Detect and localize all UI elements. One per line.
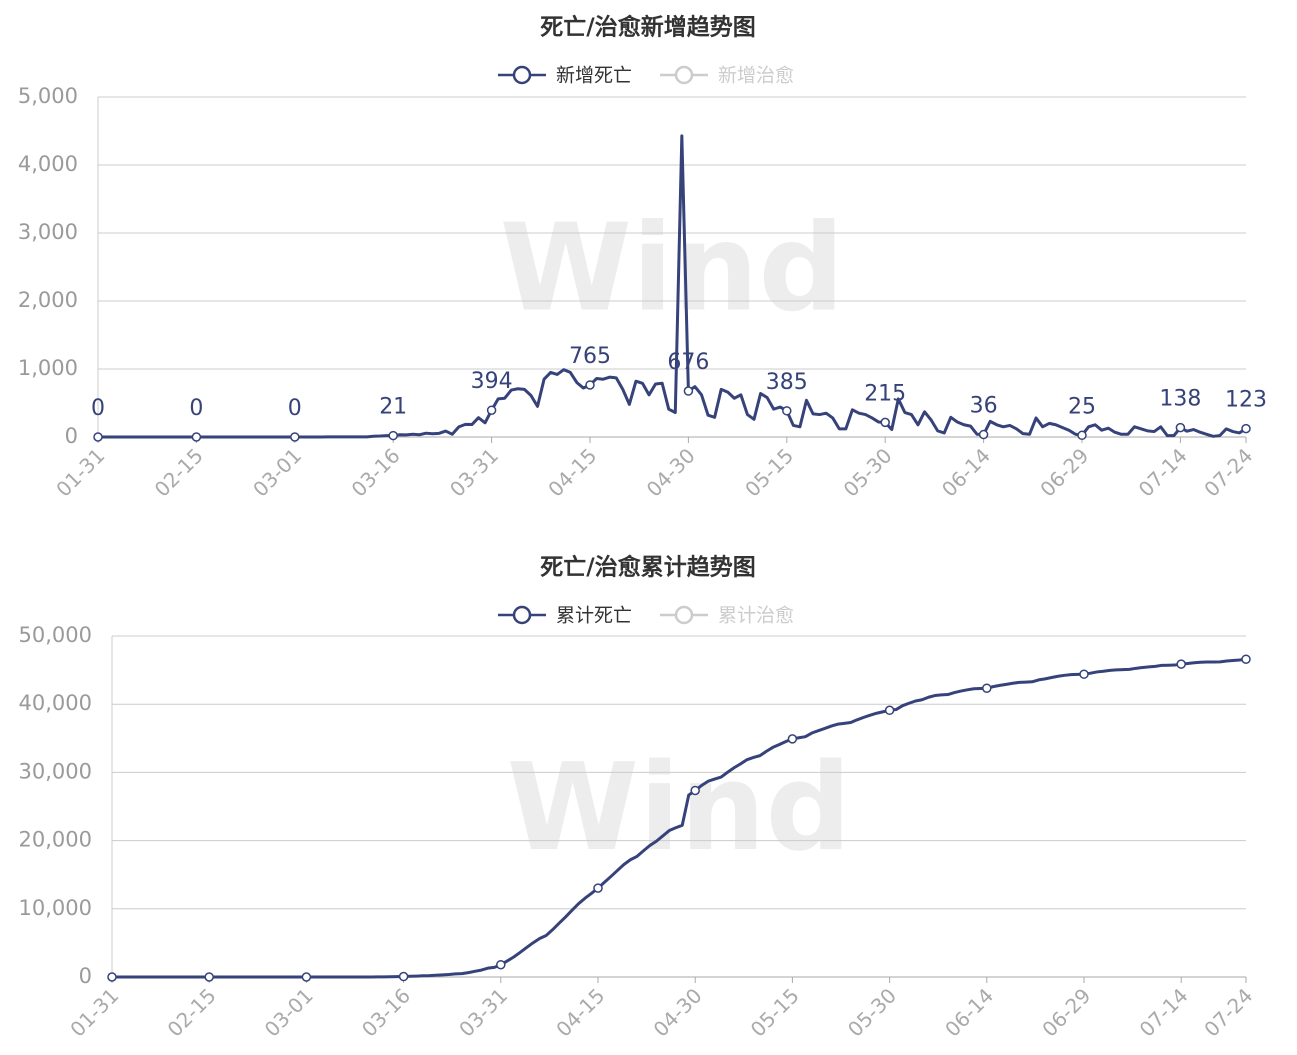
- x-tick-label: 02-15: [150, 443, 208, 501]
- x-tick-label: 06-29: [1035, 443, 1093, 501]
- x-tick-label: 06-14: [940, 983, 998, 1041]
- data-point: [301, 972, 312, 982]
- data-point: [683, 386, 694, 396]
- data-point: [191, 432, 202, 442]
- legend-item[interactable]: 新增死亡: [498, 65, 632, 87]
- x-tick-label: 06-29: [1037, 983, 1095, 1041]
- data-point: [388, 430, 398, 441]
- data-point: [787, 734, 798, 744]
- y-tick-label: 0: [65, 424, 78, 448]
- legend-item[interactable]: 累计死亡: [498, 605, 632, 627]
- y-tick-label: 30,000: [19, 759, 92, 783]
- x-tick-label: 03-31: [454, 983, 512, 1041]
- data-label: 0: [91, 396, 105, 421]
- y-tick-label: 50,000: [19, 623, 92, 647]
- data-label: 36: [970, 394, 998, 419]
- y-tick-label: 40,000: [19, 691, 92, 715]
- data-point: [290, 432, 300, 442]
- data-point: [1241, 423, 1251, 434]
- legend-label: 累计死亡: [556, 605, 632, 627]
- data-point: [1079, 669, 1089, 679]
- chart-title: 死亡/治愈新增趋势图: [540, 14, 755, 41]
- x-tick-label: 04-30: [642, 443, 700, 501]
- x-tick-label: 07-14: [1135, 983, 1193, 1041]
- chart-title: 死亡/治愈累计趋势图: [540, 554, 755, 581]
- y-tick-label: 1,000: [18, 356, 78, 380]
- data-point: [1176, 659, 1186, 669]
- legend-label: 新增治愈: [718, 65, 794, 87]
- data-point: [585, 380, 595, 390]
- x-tick-label: 01-31: [65, 983, 123, 1041]
- data-point: [1241, 654, 1251, 664]
- x-tick-label: 05-15: [740, 443, 798, 501]
- data-label: 394: [471, 369, 513, 394]
- x-tick-label: 04-30: [649, 983, 707, 1041]
- legend-label: 新增死亡: [556, 65, 632, 87]
- watermark: Wind: [507, 739, 852, 878]
- data-point: [690, 785, 700, 796]
- x-tick-label: 03-01: [260, 983, 318, 1041]
- x-tick-label: 02-15: [163, 983, 221, 1041]
- y-tick-label: 4,000: [18, 152, 78, 176]
- legend-marker: [674, 605, 694, 625]
- data-line: [112, 657, 1247, 979]
- data-point: [884, 705, 895, 716]
- y-tick-label: 3,000: [18, 220, 78, 244]
- legend-marker: [512, 605, 532, 625]
- data-point: [1077, 430, 1087, 441]
- data-point: [107, 972, 117, 982]
- x-tick-label: 01-31: [51, 443, 109, 501]
- y-tick-label: 5,000: [18, 84, 78, 108]
- data-label: 385: [766, 370, 808, 395]
- data-point: [398, 971, 409, 982]
- data-label: 25: [1068, 394, 1096, 419]
- x-tick-label: 06-14: [937, 443, 995, 501]
- data-label: 138: [1159, 387, 1201, 412]
- legend-marker: [512, 65, 532, 85]
- data-point: [978, 429, 989, 440]
- x-tick-label: 03-31: [445, 443, 503, 501]
- data-line: [98, 134, 1247, 439]
- x-tick-label: 07-24: [1199, 443, 1257, 501]
- y-tick-label: 0: [79, 964, 92, 988]
- legend-marker: [674, 65, 694, 85]
- watermark: Wind: [500, 200, 845, 339]
- data-label: 123: [1225, 388, 1267, 413]
- x-tick-label: 05-15: [746, 983, 804, 1041]
- y-tick-label: 10,000: [19, 896, 92, 920]
- data-label: 0: [189, 396, 203, 421]
- x-tick-label: 03-01: [248, 443, 306, 501]
- data-point: [880, 417, 890, 428]
- legend-item[interactable]: 累计治愈: [660, 605, 794, 627]
- legend-label: 累计治愈: [718, 605, 794, 627]
- x-tick-label: 04-15: [543, 443, 601, 501]
- data-point: [496, 959, 506, 970]
- data-point: [782, 406, 792, 416]
- data-point: [1175, 422, 1186, 433]
- data-label: 676: [667, 350, 709, 375]
- x-tick-label: 05-30: [839, 443, 897, 501]
- data-point: [982, 683, 992, 693]
- data-point: [93, 432, 103, 442]
- y-tick-label: 2,000: [18, 288, 78, 312]
- x-tick-label: 07-24: [1199, 983, 1257, 1041]
- data-point: [486, 405, 497, 415]
- data-label: 21: [379, 395, 407, 420]
- x-tick-label: 03-16: [347, 443, 405, 501]
- data-point: [593, 883, 603, 893]
- x-tick-label: 03-16: [357, 983, 415, 1041]
- data-label: 0: [288, 396, 302, 421]
- data-label: 215: [864, 381, 906, 406]
- data-point: [204, 972, 214, 982]
- y-tick-label: 20,000: [19, 828, 92, 852]
- x-tick-label: 04-15: [551, 983, 609, 1041]
- x-tick-label: 07-14: [1134, 443, 1192, 501]
- data-label: 765: [569, 344, 611, 369]
- x-tick-label: 05-30: [843, 983, 901, 1041]
- legend-item[interactable]: 新增治愈: [660, 65, 794, 87]
